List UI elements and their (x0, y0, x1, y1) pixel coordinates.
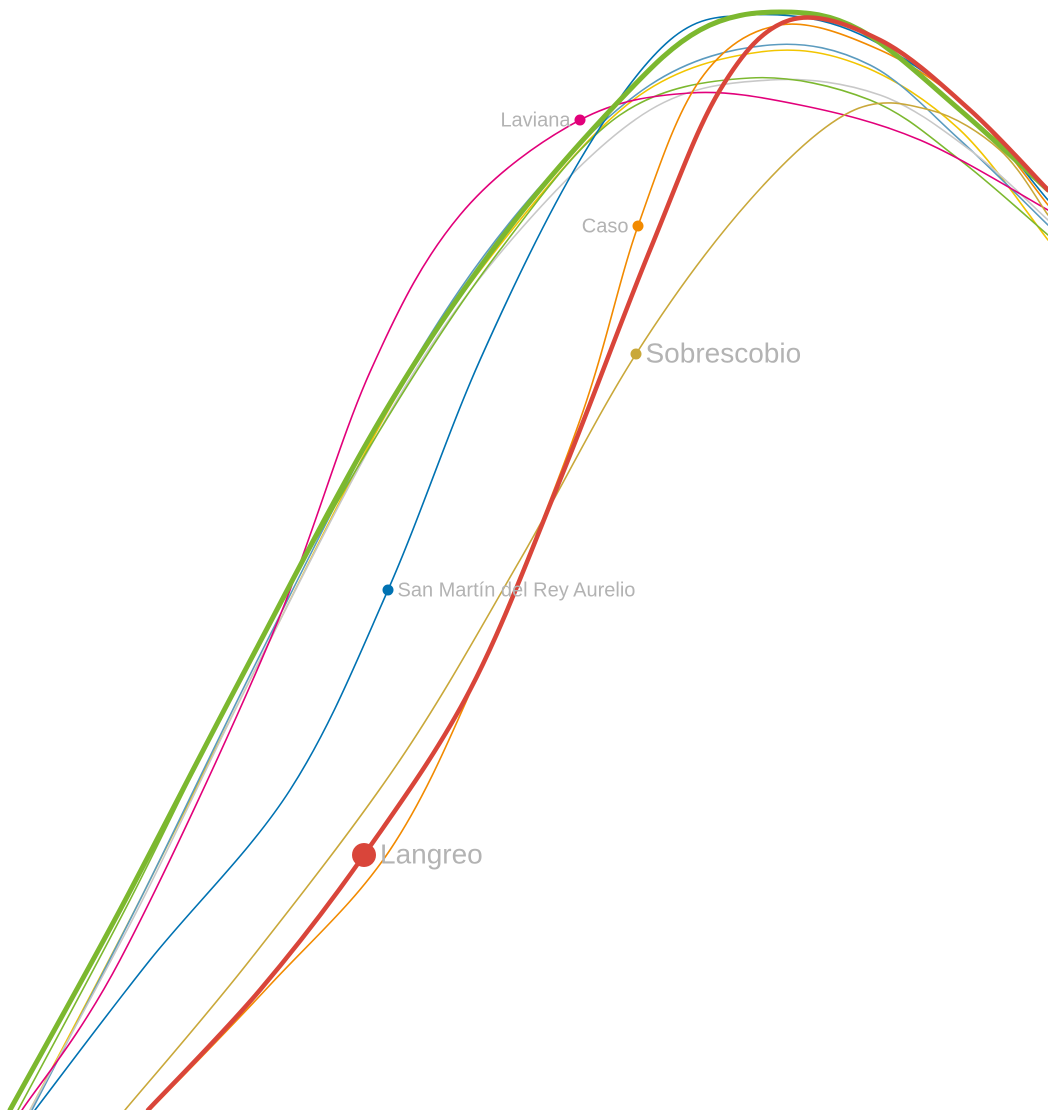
series-line-sobrescobio (124, 102, 1048, 1110)
series-line-caso (149, 23, 1048, 1110)
series-marker-langreo (352, 843, 376, 867)
series-markers (352, 114, 644, 867)
series-line-unlabeled-8 (17, 76, 1048, 1110)
series-line-laviana (21, 91, 1048, 1110)
series-marker-san-martin-del-rey-aurelio (382, 584, 394, 596)
series-label-caso: Caso (582, 215, 629, 237)
series-line-san-martin-del-rey-aurelio (34, 13, 1048, 1110)
series-marker-laviana (574, 114, 586, 126)
series-marker-caso (632, 220, 644, 232)
series-label-laviana: Laviana (500, 109, 571, 131)
series-marker-sobrescobio (630, 348, 642, 360)
series-label-san-martin-del-rey-aurelio: San Martín del Rey Aurelio (398, 579, 636, 601)
series-line-langreo (145, 15, 1048, 1110)
series-lines (7, 9, 1048, 1110)
series-labels: Laviana San Martín del Rey Aurelio Caso Sob… (380, 109, 801, 869)
series-line-unlabeled-6 (31, 43, 1048, 1110)
series-line-unlabeled-7 (29, 78, 1048, 1110)
series-label-langreo: Langreo (380, 838, 483, 869)
series-label-sobrescobio: Sobrescobio (646, 337, 802, 368)
